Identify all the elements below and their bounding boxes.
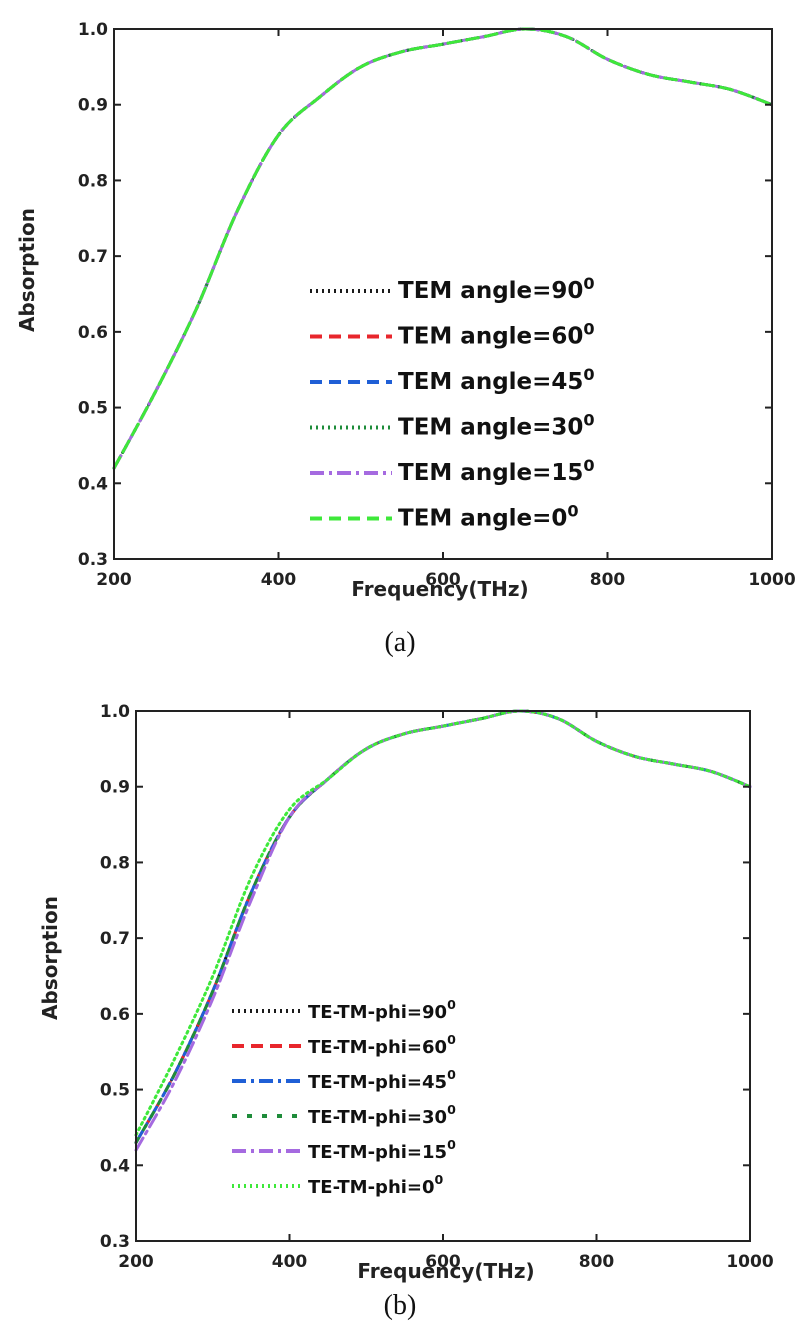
x-tick-label: 400 <box>261 570 297 590</box>
legend-label: TE-TM-phi=600 <box>308 1032 456 1058</box>
series-layer-a <box>112 27 774 470</box>
legend-label: TE-TM-phi=900 <box>308 997 456 1023</box>
x-tick-label: 800 <box>590 570 626 590</box>
x-tick-label: 1000 <box>748 570 795 590</box>
x-tick-label: 800 <box>579 1252 615 1272</box>
legend-item: TE-TM-phi=600 <box>232 1032 456 1058</box>
legend-label: TEM angle=900 <box>398 274 595 304</box>
legend-b: TE-TM-phi=900TE-TM-phi=600TE-TM-phi=450T… <box>232 997 456 1198</box>
chart-panel-b: 0.3 0.4 0.5 0.6 0.7 0.8 0.9 1.0 200 400 600 800 1000… <box>38 702 774 1321</box>
series-line-a-2 <box>112 27 774 470</box>
caption-b: (b) <box>384 1290 417 1321</box>
x-tick-label: 600 <box>425 570 461 590</box>
legend-item: TEM angle=150 <box>310 456 595 486</box>
y-tick-label: 0.3 <box>100 1232 130 1252</box>
caption-a: (a) <box>384 627 415 658</box>
legend-item: TE-TM-phi=450 <box>232 1067 456 1093</box>
legend-label: TE-TM-phi=00 <box>308 1172 444 1198</box>
tick-layer-b: 0.3 0.4 0.5 0.6 0.7 0.8 0.9 1.0 200 400 600 800 1000 <box>100 702 774 1272</box>
legend-label-text: TE-TM-phi=90 <box>308 1002 447 1023</box>
tick-layer-a: 0.3 0.4 0.5 0.6 0.7 0.8 0.9 1.0 200 400 600 800 1000 <box>78 20 796 590</box>
legend-label-superscript: 0 <box>583 411 594 430</box>
x-tick-label: 1000 <box>726 1252 773 1272</box>
legend-label-text: TEM angle=30 <box>398 415 583 441</box>
legend-item: TEM angle=900 <box>310 274 595 304</box>
series-line-a-3 <box>112 27 774 470</box>
y-tick-label: 0.4 <box>100 1156 130 1176</box>
legend-label-text: TE-TM-phi=60 <box>308 1037 447 1058</box>
legend-label: TE-TM-phi=150 <box>308 1137 456 1163</box>
legend-label: TEM angle=600 <box>398 320 595 350</box>
y-axis-label-a: Absorption <box>15 208 39 332</box>
legend-label: TEM angle=00 <box>398 502 579 532</box>
series-layer-b <box>134 709 752 1152</box>
legend-label-superscript: 0 <box>447 1032 456 1047</box>
y-axis-label-b: Absorption <box>38 896 62 1020</box>
legend-label-superscript: 0 <box>447 1102 456 1117</box>
x-axis-label-a: Frequency(THz) <box>351 577 528 601</box>
legend-label-text: TEM angle=60 <box>398 324 583 350</box>
x-axis-label-b: Frequency(THz) <box>357 1259 534 1283</box>
legend-label: TEM angle=300 <box>398 411 595 441</box>
series-line-a-0 <box>112 27 774 470</box>
legend-label-superscript: 0 <box>447 1067 456 1082</box>
legend-item: TEM angle=00 <box>310 502 579 532</box>
y-tick-label: 0.9 <box>100 778 130 798</box>
legend-label: TEM angle=450 <box>398 365 595 395</box>
legend-label-text: TEM angle=90 <box>398 278 583 304</box>
legend-label-text: TE-TM-phi=45 <box>308 1072 447 1093</box>
legend-label-superscript: 0 <box>583 320 594 339</box>
y-tick-label: 0.6 <box>78 323 108 343</box>
y-tick-label: 0.7 <box>78 247 108 267</box>
legend-label-text: TEM angle=0 <box>398 506 567 532</box>
legend-label-text: TE-TM-phi=0 <box>308 1177 435 1198</box>
legend-label-text: TE-TM-phi=30 <box>308 1107 447 1128</box>
legend-label-superscript: 0 <box>583 365 594 384</box>
y-tick-label: 0.5 <box>100 1081 130 1101</box>
y-tick-label: 1.0 <box>100 702 130 722</box>
y-tick-label: 0.4 <box>78 474 108 494</box>
series-line-b-2 <box>134 709 752 1145</box>
x-tick-label: 200 <box>118 1252 154 1272</box>
legend-item: TEM angle=450 <box>310 365 595 395</box>
legend-label-superscript: 0 <box>583 456 594 475</box>
y-tick-label: 0.7 <box>100 929 130 949</box>
series-line-a-5 <box>112 27 774 470</box>
legend-item: TEM angle=600 <box>310 320 595 350</box>
legend-label: TEM angle=150 <box>398 456 595 486</box>
x-tick-label: 400 <box>272 1252 308 1272</box>
y-tick-label: 0.9 <box>78 96 108 116</box>
legend-label-superscript: 0 <box>583 274 594 293</box>
legend-item: TE-TM-phi=300 <box>232 1102 456 1128</box>
x-tick-label: 200 <box>96 570 132 590</box>
series-line-a-4 <box>112 27 774 470</box>
legend-item: TEM angle=300 <box>310 411 595 441</box>
series-line-a-1 <box>112 27 774 470</box>
y-tick-label: 0.8 <box>100 853 130 873</box>
y-tick-label: 0.5 <box>78 399 108 419</box>
y-tick-label: 0.3 <box>78 550 108 570</box>
legend-label-superscript: 0 <box>435 1172 444 1187</box>
legend-label: TE-TM-phi=300 <box>308 1102 456 1128</box>
x-tick-label: 600 <box>425 1252 461 1272</box>
legend-label: TE-TM-phi=450 <box>308 1067 456 1093</box>
legend-label-superscript: 0 <box>567 502 578 521</box>
legend-label-superscript: 0 <box>447 1137 456 1152</box>
legend-item: TE-TM-phi=00 <box>232 1172 444 1198</box>
series-line-b-5 <box>134 709 752 1137</box>
legend-item: TE-TM-phi=150 <box>232 1137 456 1163</box>
y-tick-label: 0.6 <box>100 1005 130 1025</box>
y-tick-label: 1.0 <box>78 20 108 40</box>
legend-label-superscript: 0 <box>447 997 456 1012</box>
legend-label-text: TE-TM-phi=15 <box>308 1142 447 1163</box>
chart-panel-a: 0.3 0.4 0.5 0.6 0.7 0.8 0.9 1.0 200 400 600 800 1000… <box>15 20 796 658</box>
legend-item: TE-TM-phi=900 <box>232 997 456 1023</box>
y-tick-label: 0.8 <box>78 171 108 191</box>
legend-label-text: TEM angle=15 <box>398 460 583 486</box>
legend-label-text: TEM angle=45 <box>398 369 583 395</box>
